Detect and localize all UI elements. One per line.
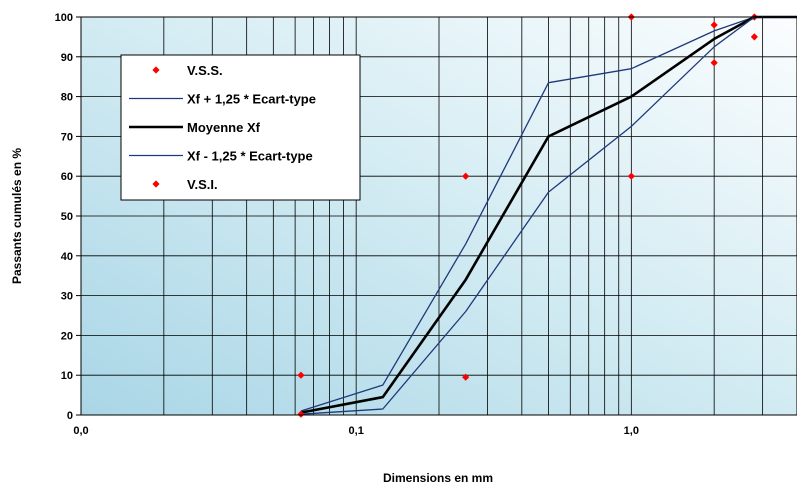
legend-label: V.S.S. [187,63,223,78]
data-point [462,172,470,180]
data-point [297,371,305,379]
y-tick-label: 0 [67,410,73,422]
y-axis-title: Passants cumulés en % [10,148,24,284]
legend-label: Xf - 1,25 * Ecart-type [187,149,313,164]
y-tick-label: 10 [61,370,73,382]
series-layer [297,13,797,418]
legend-item: V.S.S. [152,63,223,78]
legend-item: Xf + 1,25 * Ecart-type [129,92,316,107]
legend-item: Moyenne Xf [129,120,261,135]
y-tick-label: 90 [61,52,73,64]
axes: 0 10 20 30 40 50 60 70 80 90 100 0,0 0,1 1,0 [55,12,797,437]
legend-item: V.S.I. [152,177,218,192]
data-point [750,33,758,41]
series-3 [300,16,797,415]
y-tick-label: 40 [61,251,73,263]
legend-swatch [152,66,160,74]
x-tick-label: 0,0 [73,425,88,437]
x-tick-label: 0,1 [349,425,364,437]
x-tick-label: 1,0 [624,425,639,437]
y-tick-label: 20 [61,330,73,342]
y-tick-label: 50 [61,211,73,223]
y-tick-label: 100 [55,12,73,24]
legend-label: Moyenne Xf [187,120,261,135]
data-point [710,21,718,29]
data-point [627,172,635,180]
legend-swatch [152,180,160,188]
y-tick-label: 60 [61,171,73,183]
series-4 [297,33,758,418]
y-tick-label: 70 [61,131,73,143]
y-tick-label: 30 [61,291,73,303]
legend-item: Xf - 1,25 * Ecart-type [129,149,313,164]
series-2 [300,15,797,414]
legend-label: Xf + 1,25 * Ecart-type [187,92,316,107]
series-line [300,16,797,415]
y-tick-label: 80 [61,92,73,104]
data-point [710,59,718,67]
data-point [297,410,305,418]
legend-label: V.S.I. [187,177,218,192]
x-axis-title: Dimensions en mm [383,471,493,485]
series-line [300,15,797,414]
data-point [462,373,470,381]
legend: V.S.S. Xf + 1,25 * Ecart-type Moyenne Xf Xf… [120,54,361,201]
